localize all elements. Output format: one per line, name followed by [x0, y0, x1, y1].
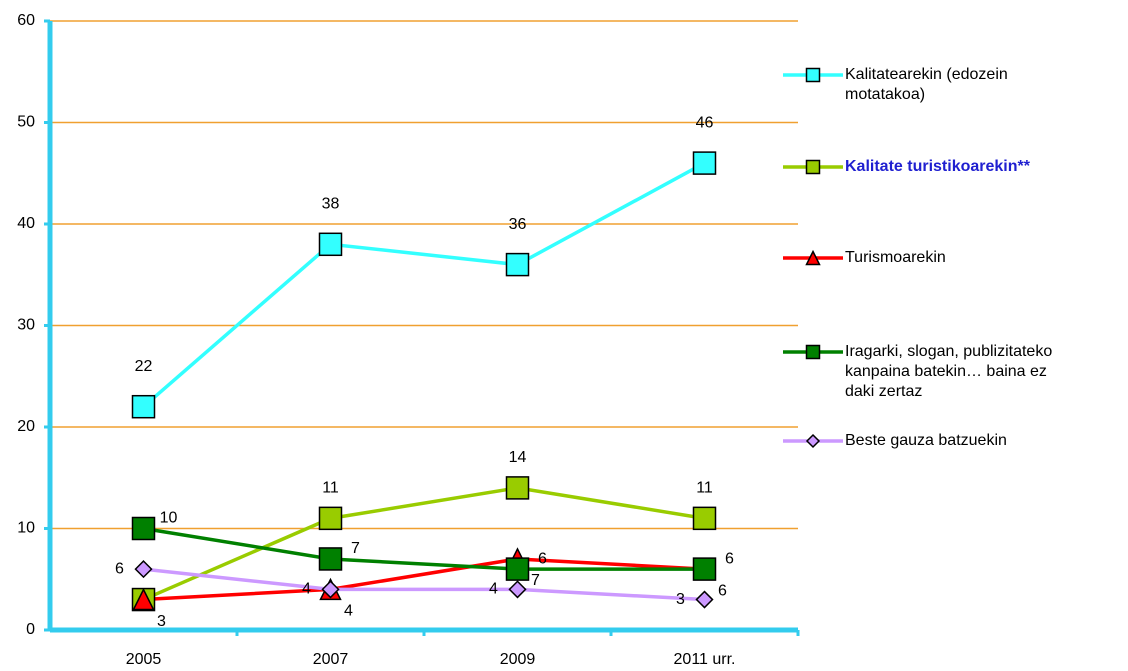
marker	[321, 580, 340, 599]
data-label: 10	[160, 510, 178, 527]
marker	[131, 516, 156, 541]
y-tick-label: 10	[17, 520, 35, 537]
marker	[695, 590, 714, 609]
legend-swatch	[783, 159, 843, 175]
legend-swatch	[783, 249, 843, 266]
legend-marker	[805, 433, 821, 449]
marker	[131, 394, 156, 419]
legend-marker	[805, 249, 821, 266]
marker	[692, 506, 717, 531]
legend-swatch	[783, 433, 843, 449]
data-label: 38	[322, 196, 340, 213]
x-tick-label: 2005	[126, 651, 162, 668]
data-label: 4	[302, 581, 311, 598]
legend-label: Iragarki, slogan, publizitateko kanpaina…	[845, 343, 1053, 400]
legend-item: Kalitatearekin (edozein motatakoa)	[783, 65, 1080, 105]
data-label: 11	[322, 480, 339, 497]
legend-label: Kalitate turistikoarekin**	[845, 158, 1030, 175]
data-label: 6	[725, 550, 734, 567]
marker	[508, 580, 527, 599]
y-tick-label: 20	[17, 418, 35, 435]
data-label: 22	[135, 358, 153, 375]
data-label: 6	[538, 550, 547, 567]
data-label: 46	[696, 114, 714, 131]
legend-swatch	[783, 344, 843, 360]
marker	[318, 506, 343, 531]
marker	[692, 151, 717, 175]
data-label: 6	[115, 560, 124, 577]
data-label: 14	[509, 449, 527, 466]
series-line	[142, 486, 705, 602]
data-label: 4	[344, 603, 353, 620]
legend-swatch	[783, 67, 843, 83]
data-label: 3	[157, 613, 166, 630]
marker	[134, 560, 153, 579]
x-tick-label: 2009	[500, 651, 536, 668]
marker	[505, 557, 530, 581]
data-label: 36	[509, 216, 527, 233]
data-label: 6	[718, 582, 727, 599]
data-label: 11	[696, 480, 713, 497]
series-line	[143, 557, 705, 602]
data-label: 7	[351, 540, 360, 557]
marker	[318, 232, 343, 257]
y-tick-label: 50	[17, 114, 35, 131]
data-label: 3	[676, 591, 685, 608]
legend-label: Turismoarekin	[845, 249, 946, 266]
x-tick-label: 2011 urr.	[674, 651, 736, 668]
marker	[692, 557, 717, 581]
series-line	[142, 161, 706, 409]
data-label: 4	[489, 581, 498, 598]
legend-marker	[805, 159, 821, 175]
legend-marker	[805, 344, 821, 360]
legend-item: Turismoarekin	[783, 248, 1080, 268]
marker	[505, 252, 530, 277]
legend-marker	[805, 67, 821, 83]
legend-item: Kalitate turistikoarekin**	[783, 157, 1080, 177]
y-tick-label: 0	[26, 621, 35, 638]
series-line	[143, 526, 705, 571]
data-label: 7	[531, 572, 540, 589]
legend-item: Beste gauza batzuekin	[783, 431, 1080, 451]
y-tick-label: 40	[17, 215, 35, 232]
y-tick-label: 30	[17, 317, 35, 334]
legend-item: Iragarki, slogan, publizitateko kanpaina…	[783, 342, 1080, 402]
y-tick-label: 60	[17, 12, 35, 29]
x-tick-label: 2007	[313, 651, 349, 668]
marker	[132, 587, 155, 611]
legend-label: Kalitatearekin (edozein motatakoa)	[845, 66, 1008, 103]
marker	[505, 476, 530, 500]
marker	[318, 547, 343, 571]
legend-label: Beste gauza batzuekin	[845, 432, 1007, 449]
series-line	[143, 567, 705, 602]
